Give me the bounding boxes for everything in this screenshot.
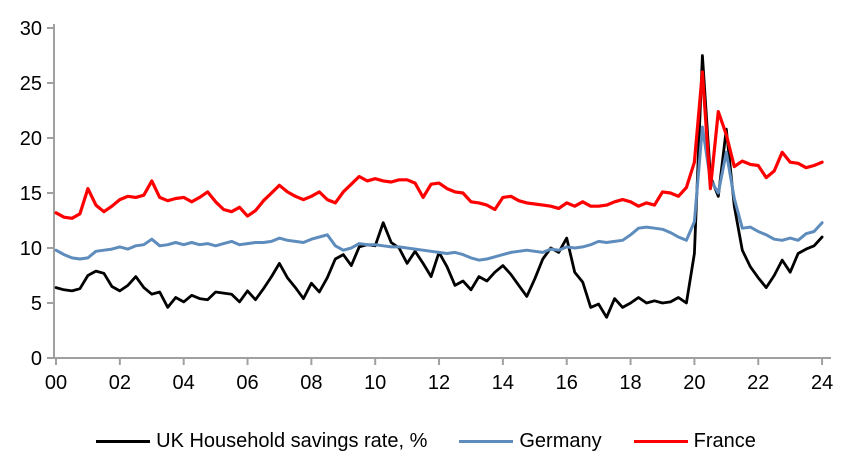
- chart-legend: UK Household savings rate, % Germany Fra…: [0, 421, 852, 461]
- y-axis-tick-label: 10: [20, 238, 42, 260]
- x-axis-tick-label: 16: [556, 372, 578, 394]
- y-axis-tick-label: 30: [20, 18, 42, 40]
- x-axis-tick-label: 18: [619, 372, 641, 394]
- y-axis-tick-label: 15: [20, 183, 42, 205]
- x-axis-tick-label: 02: [109, 372, 131, 394]
- france-line-swatch: [633, 439, 688, 443]
- y-axis-tick-label: 0: [31, 348, 42, 370]
- line-chart-canvas: 0 5 10 15 20 25 30 00 02 04 06 08 10 12 14 16 18 20 22 24: [20, 18, 833, 394]
- uk-line-swatch: [96, 439, 151, 443]
- series-line-1: [54, 125, 824, 262]
- x-axis-tick-label: 06: [236, 372, 258, 394]
- legend-label-uk: UK Household savings rate, %: [156, 429, 428, 452]
- x-axis-tick-label: 12: [428, 372, 450, 394]
- y-axis-tick-label: 20: [20, 128, 42, 150]
- x-axis-tick-label: 22: [747, 372, 769, 394]
- y-axis-tick-label: 5: [31, 293, 42, 315]
- x-axis-tick-label: 08: [300, 372, 322, 394]
- legend-item-uk: UK Household savings rate, %: [96, 430, 427, 453]
- legend-item-france: France: [633, 429, 756, 453]
- x-axis-tick-label: 00: [45, 372, 67, 394]
- legend-label-germany: Germany: [519, 429, 602, 452]
- x-axis-tick-label: 24: [811, 372, 833, 394]
- series-line-0: [54, 54, 824, 319]
- x-axis-tick-label: 20: [683, 372, 705, 394]
- y-axis-tick-label: 25: [20, 73, 42, 95]
- x-axis-tick-label: 10: [364, 372, 386, 394]
- germany-line-swatch: [459, 439, 514, 443]
- series-line-2: [54, 70, 824, 220]
- x-axis-tick-label: 04: [173, 372, 195, 394]
- legend-label-france: France: [693, 429, 756, 452]
- legend-item-germany: Germany: [459, 429, 602, 453]
- x-axis-tick-label: 14: [492, 372, 514, 394]
